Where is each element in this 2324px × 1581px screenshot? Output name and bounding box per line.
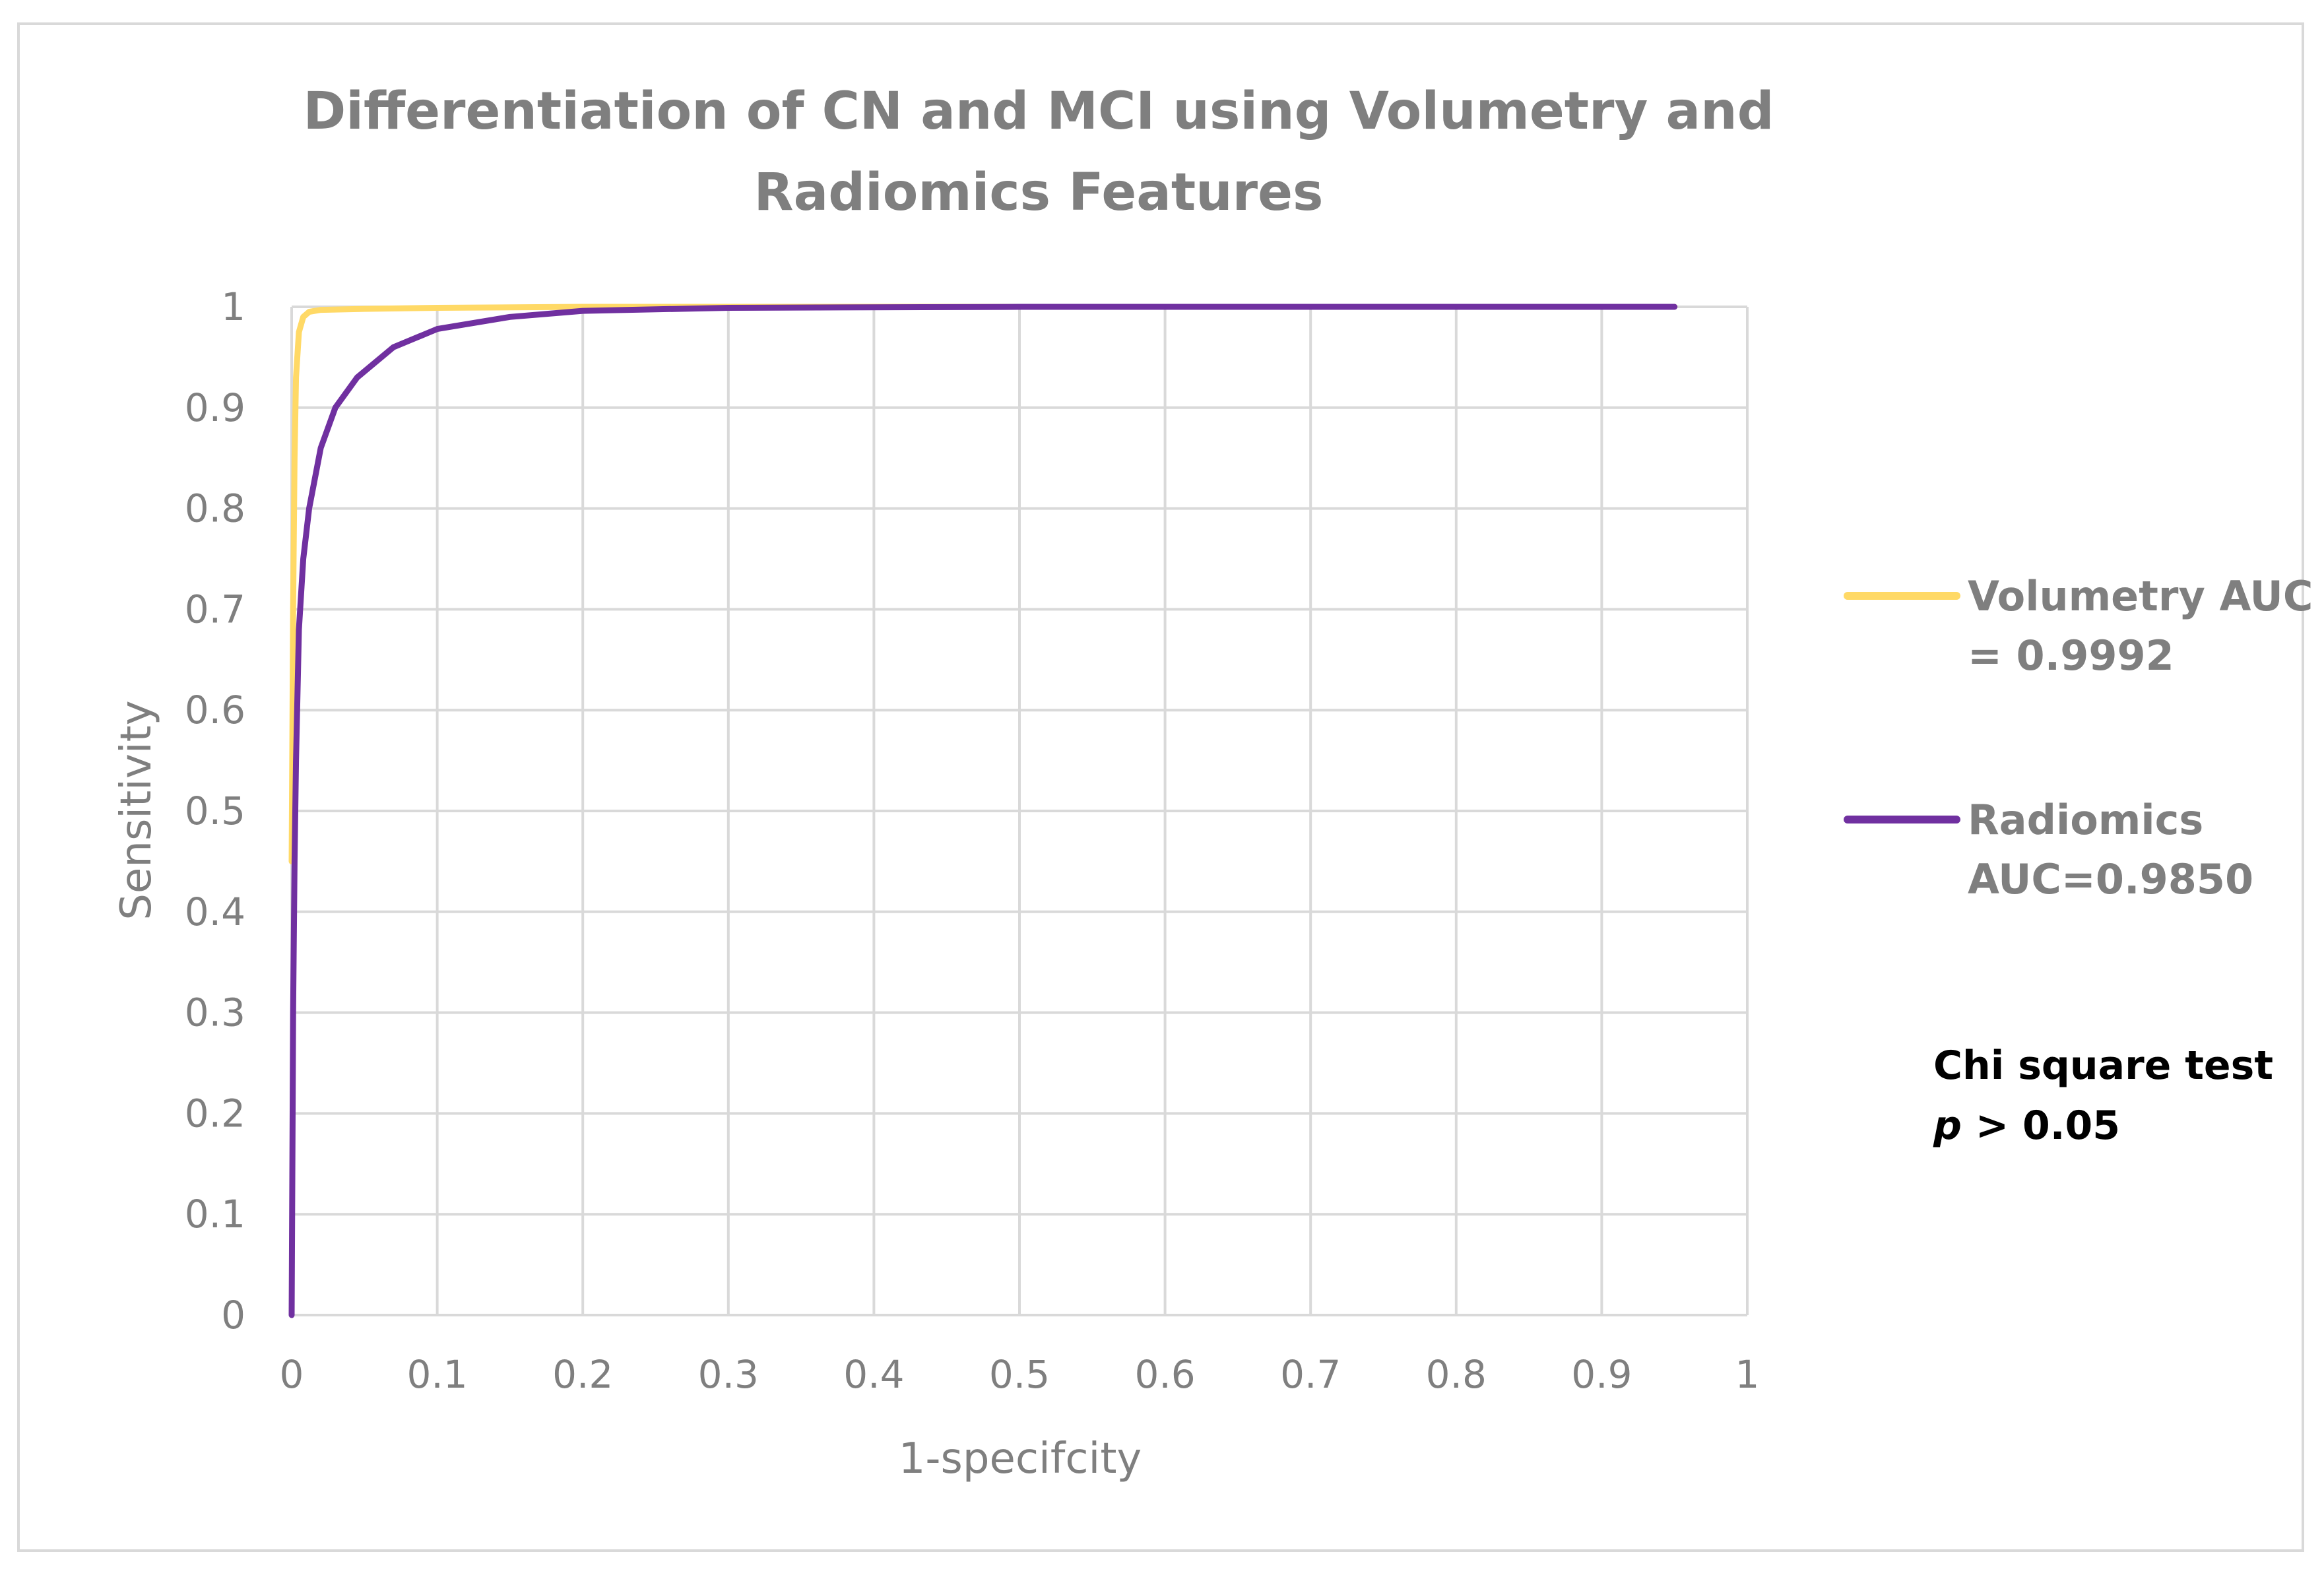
legend-label-radiomics-line-2: AUC=0.9850 xyxy=(1968,855,2253,903)
y-tick-label: 0.9 xyxy=(185,385,245,430)
y-tick-label: 0.7 xyxy=(185,587,245,631)
y-tick-label: 0.5 xyxy=(185,789,245,833)
x-tick-label: 0.6 xyxy=(1134,1352,1195,1397)
x-tick-label: 0 xyxy=(280,1352,304,1397)
x-tick-label: 0.3 xyxy=(698,1352,759,1397)
x-tick-label: 0.7 xyxy=(1280,1352,1341,1397)
x-axis-label: 1-specifcity xyxy=(899,1435,1142,1483)
x-tick-label: 0.8 xyxy=(1426,1352,1487,1397)
legend-label-volumetry-line-1: Volumetry AUC xyxy=(1968,572,2313,620)
y-tick-label: 0.6 xyxy=(185,688,245,732)
y-tick-label: 0.1 xyxy=(185,1192,245,1237)
chart-frame xyxy=(17,22,2304,1552)
legend-label-radiomics-line-1: Radiomics xyxy=(1968,796,2203,844)
x-tick-label: 0.4 xyxy=(843,1352,904,1397)
y-tick-label: 1 xyxy=(221,284,245,329)
annotation-line-2: p > 0.05 xyxy=(1933,1103,2120,1149)
x-tick-labels: 0 0.1 0.2 0.3 0.4 0.5 0.6 0.7 0.8 0.9 1 xyxy=(280,1352,1760,1397)
x-tick-label: 0.9 xyxy=(1571,1352,1632,1397)
y-axis-label: Sensitivity xyxy=(112,700,161,920)
x-tick-label: 0.5 xyxy=(989,1352,1050,1397)
x-tick-label: 1 xyxy=(1735,1352,1760,1397)
y-tick-label: 0.8 xyxy=(185,486,245,531)
chart-title-line-1: Differentiation of CN and MCI using Volu… xyxy=(303,82,1774,141)
chi-square-annotation: Chi square test p > 0.05 xyxy=(1933,1043,2273,1149)
annotation-line-1: Chi square test xyxy=(1933,1043,2273,1089)
gridlines xyxy=(290,306,1749,1316)
annotation-p-value: > 0.05 xyxy=(1962,1103,2120,1149)
chart-title-line-2: Radiomics Features xyxy=(754,163,1324,222)
x-tick-label: 0.2 xyxy=(552,1352,613,1397)
series-lines xyxy=(288,304,1678,1318)
volumetry-roc-line xyxy=(288,304,1678,864)
y-tick-label: 0.3 xyxy=(185,990,245,1035)
radiomics-roc-line xyxy=(288,304,1678,1318)
legend-label-volumetry-line-2: = 0.9992 xyxy=(1968,631,2174,680)
y-tick-label: 0.4 xyxy=(185,889,245,934)
legend: Volumetry AUC = 0.9992 Radiomics AUC=0.9… xyxy=(1844,572,2313,903)
annotation-p-symbol: p xyxy=(1933,1103,1962,1149)
y-tick-label: 0.2 xyxy=(185,1091,245,1136)
y-tick-label: 0 xyxy=(221,1293,245,1338)
x-tick-label: 0.1 xyxy=(406,1352,467,1397)
y-tick-labels: 0 0.1 0.2 0.3 0.4 0.5 0.6 0.7 0.8 0.9 1 xyxy=(185,284,245,1338)
